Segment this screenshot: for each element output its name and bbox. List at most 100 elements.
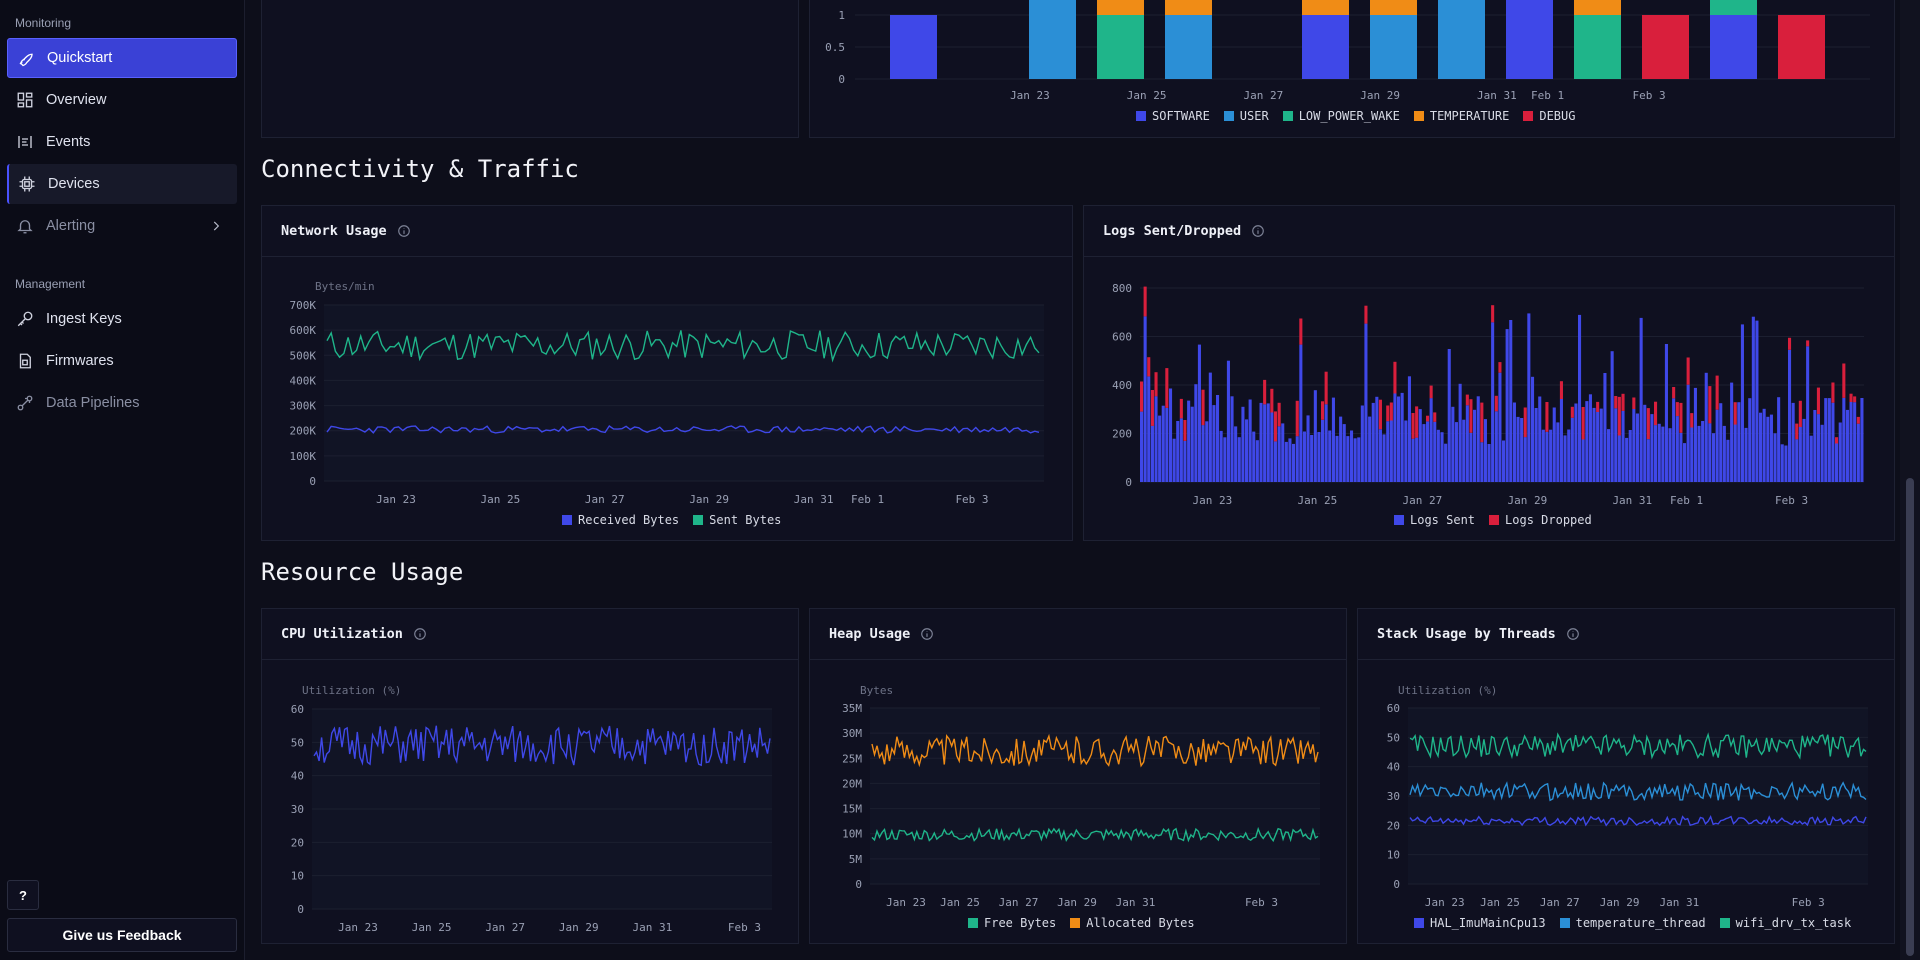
logs-sent-bar [1795, 439, 1799, 482]
sidebar-item-ingest-keys[interactable]: Ingest Keys [7, 299, 237, 339]
y-tick-label: 40 [1387, 761, 1400, 774]
sidebar-item-overview[interactable]: Overview [7, 80, 237, 120]
sidebar-item-alerting[interactable]: Alerting [7, 206, 237, 246]
y-tick-label: 10 [1387, 849, 1400, 862]
info-icon[interactable] [413, 627, 427, 641]
logs-sent-bar [1838, 422, 1842, 482]
reboot-bar [1165, 15, 1212, 79]
logs-sent-bar [1835, 443, 1839, 482]
reboot-bar [1302, 15, 1349, 79]
info-icon[interactable] [397, 224, 411, 238]
logs-dropped-bar [1429, 385, 1433, 399]
logs-sent-bar [1635, 413, 1639, 482]
scrollbar-thumb[interactable] [1906, 478, 1914, 956]
y-tick-label: 200K [290, 425, 317, 438]
info-icon[interactable] [920, 627, 934, 641]
logs-sent-bar [1621, 410, 1625, 482]
logs-dropped-bar [1494, 395, 1498, 412]
logs-sent-bar [1389, 420, 1393, 482]
logs-sent-bar [1777, 397, 1781, 482]
logs-sent-bar [1538, 396, 1542, 482]
help-button[interactable]: ? [7, 880, 39, 910]
logs-sent-bar [1617, 435, 1621, 482]
legend-item-allocated: Allocated Bytes [1070, 916, 1195, 930]
logs-sent-bar [1773, 433, 1777, 482]
info-icon[interactable] [1566, 627, 1580, 641]
sidebar-item-data-pipelines[interactable]: Data Pipelines [7, 383, 237, 423]
logs-sent-bar [1255, 440, 1259, 482]
logs-dropped-bar [1853, 396, 1857, 403]
panel-title: Network Usage [281, 223, 387, 239]
logs-sent-bar [1654, 425, 1658, 482]
logs-sent-bar [1759, 412, 1763, 482]
y-tick-label: 0.5 [825, 41, 845, 54]
logs-sent-bar [1588, 394, 1592, 482]
logs-dropped-bar [1798, 400, 1802, 427]
sidebar-item-firmwares[interactable]: Firmwares [7, 341, 237, 381]
logs-dropped-bar [1389, 402, 1393, 421]
logs-sent-bar [1704, 372, 1708, 482]
logs-sent-bar [1628, 430, 1632, 482]
logs-dropped-bar [1150, 390, 1154, 426]
x-tick-label: Jan 25 [481, 493, 521, 506]
logs-sent-bar [1664, 344, 1668, 482]
logs-sent-bar [1559, 398, 1563, 482]
sidebar-item-label: Data Pipelines [46, 395, 140, 411]
section-title-connectivity: Connectivity & Traffic [261, 155, 579, 183]
logs-sent-bar [1798, 427, 1802, 482]
logs-sent-bar [1693, 387, 1697, 482]
feedback-button[interactable]: Give us Feedback [7, 918, 237, 952]
logs-sent-bar [1712, 433, 1716, 482]
logs-sent-bar [1143, 316, 1147, 482]
x-tick-label: Jan 23 [886, 896, 926, 909]
logs-sent-bar [1755, 320, 1759, 482]
y-tick-label: 25M [842, 752, 862, 765]
info-icon[interactable] [1251, 224, 1265, 238]
logs-sent-bar [1715, 409, 1719, 482]
logs-dropped-bar [1183, 420, 1187, 441]
logs-sent-bar [1223, 437, 1227, 482]
panel-header: CPU Utilization [262, 609, 798, 660]
logs-sent-bar [1321, 419, 1325, 482]
reboot-bar [1574, 0, 1621, 15]
stack-legend: HAL_ImuMainCpu13 temperature_thread wifi… [1414, 916, 1851, 930]
logs-dropped-bar [1835, 437, 1839, 444]
logs-sent-bar [1686, 384, 1690, 482]
y-tick-label: 0 [309, 475, 316, 488]
management-section-label: Management [15, 277, 86, 291]
y-tick-label: 50 [291, 736, 304, 749]
logs-dropped-bar [1632, 397, 1636, 409]
logs-sent-bar [1552, 407, 1556, 482]
logs-dropped-bar [1596, 401, 1600, 412]
reboot-bar [1302, 0, 1349, 15]
logs-sent-bar [1806, 346, 1810, 482]
x-tick-label: Feb 3 [1245, 896, 1278, 909]
logs-sent-bar [1596, 412, 1600, 482]
x-tick-label: Jan 31 [1612, 494, 1652, 507]
reboot-legend: SOFTWARE USER LOW_POWER_WAKE TEMPERATURE… [1136, 109, 1575, 123]
logs-sent-bar [1248, 399, 1252, 482]
sidebar-item-quickstart[interactable]: Quickstart [7, 38, 237, 78]
logs-sent-bar [1357, 437, 1361, 482]
sidebar-item-events[interactable]: Events [7, 122, 237, 162]
logs-sent-bar [1436, 429, 1440, 482]
logs-sent-bar [1219, 430, 1223, 482]
free-bytes-line [871, 826, 1319, 843]
logs-sent-bar [1585, 401, 1589, 482]
x-tick-label: Feb 3 [1633, 89, 1666, 102]
logs-sent-bar [1302, 431, 1306, 482]
y-tick-label: 0 [1125, 476, 1132, 489]
page-scrollbar[interactable] [1900, 0, 1920, 960]
reboot-bar [1710, 15, 1757, 79]
logs-sent-bar [1708, 423, 1712, 482]
logs-sent-bar [1730, 382, 1734, 482]
sidebar-item-devices[interactable]: Devices [7, 164, 237, 204]
logs-sent-bar [1762, 408, 1766, 482]
y-tick-label: 15M [842, 803, 862, 816]
logs-sent-bar [1422, 424, 1426, 482]
pipeline-icon [17, 395, 33, 411]
logs-sent-bar [1744, 427, 1748, 482]
y-tick-label: 200 [1112, 428, 1132, 441]
logs-sent-bar [1842, 397, 1846, 482]
logs-chart: 800 600 400 200 0 Jan 23 Jan 25 Jan 27 Jan 29 Jan… [1112, 282, 1864, 507]
